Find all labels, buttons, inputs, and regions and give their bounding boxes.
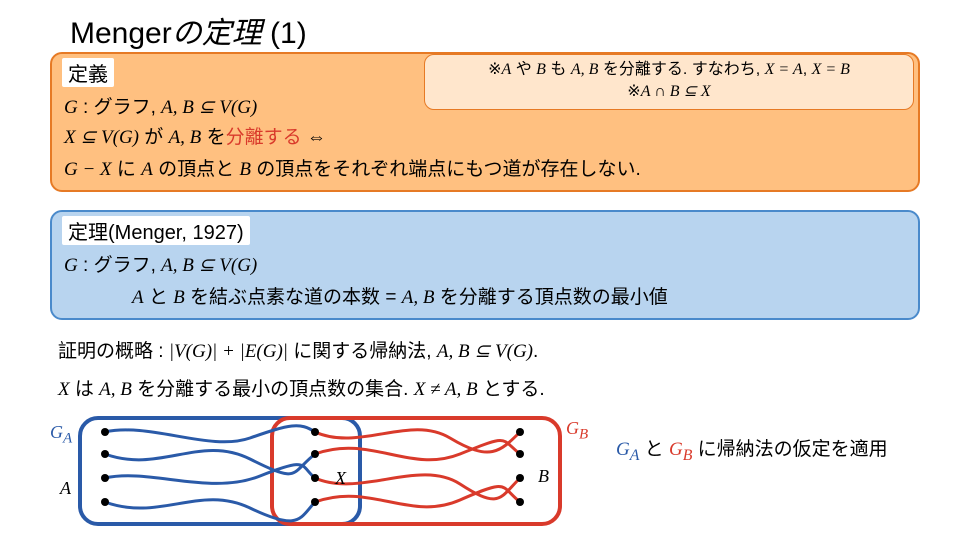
title-prefix: Menger <box>70 17 172 50</box>
proof-line-1: 証明の概略 : |V(G)| + |E(G)| に関する帰納法, A, B ⊆ … <box>58 336 538 363</box>
label-gb: GB <box>566 418 588 444</box>
def-line-3: G − X に A の頂点と B の頂点をそれぞれ端点にもつ道が存在しない. <box>64 154 641 181</box>
path-ax-4 <box>105 500 315 521</box>
b-dots <box>516 428 524 506</box>
note-line-1: ※A や B も A, B を分離する. すなわち, X = A, X = B <box>425 59 913 81</box>
title-suffix: (1) <box>262 17 307 50</box>
path-xb-2 <box>315 440 520 459</box>
x-dots <box>311 428 319 506</box>
def-line-2: X ⊆ V(G) が A, B を分離する ⇔ <box>64 122 326 149</box>
definition-box: 定義 G : グラフ, A, B ⊆ V(G) X ⊆ V(G) が A, B … <box>50 52 920 192</box>
diagram: GA A X B GB GA と GB に帰納法の仮定を適用 <box>50 404 920 536</box>
label-ga: GA <box>50 422 72 448</box>
hypothesis-text: GA と GB に帰納法の仮定を適用 <box>616 434 888 465</box>
path-ax-1 <box>105 426 315 442</box>
path-ax-2 <box>105 450 315 473</box>
title-mid: の定理 <box>172 17 262 50</box>
label-x: X <box>335 468 346 489</box>
label-a: A <box>60 478 71 499</box>
theorem-label: 定理(Menger, 1927) <box>62 216 250 245</box>
slide-title: Mengerの定理 (1) <box>70 8 307 52</box>
definition-label: 定義 <box>62 58 114 87</box>
a-dots <box>101 428 109 506</box>
diagram-svg <box>50 404 610 534</box>
thm-line-2: A と B を結ぶ点素な道の本数 = A, B を分離する頂点数の最小値 <box>132 282 668 309</box>
definition-note: ※A や B も A, B を分離する. すなわち, X = A, X = B … <box>424 54 914 110</box>
theorem-box: 定理(Menger, 1927) G : グラフ, A, B ⊆ V(G) A … <box>50 210 920 320</box>
note-line-2: ※A ∩ B ⊆ X <box>425 81 913 103</box>
path-xb-4 <box>315 487 520 507</box>
proof-line-2: X は A, B を分離する最小の頂点数の集合. X ≠ A, B とする. <box>58 374 545 401</box>
thm-line-1: G : グラフ, A, B ⊆ V(G) <box>64 250 257 277</box>
label-b: B <box>538 466 549 487</box>
def-line-1: G : グラフ, A, B ⊆ V(G) <box>64 92 257 119</box>
